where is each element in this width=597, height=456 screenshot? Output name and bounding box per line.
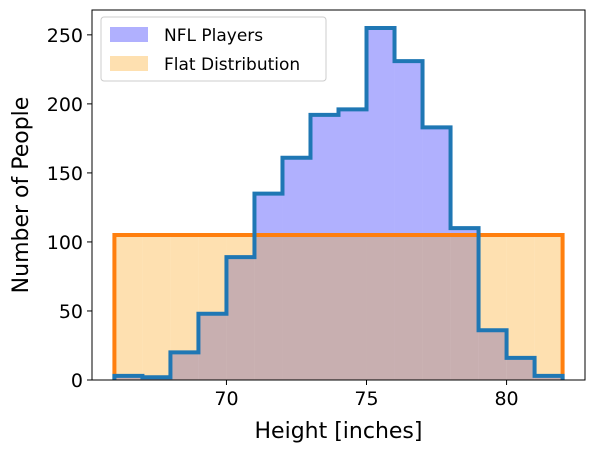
histogram-bar-upper — [254, 193, 283, 236]
histogram-bar-upper — [338, 109, 367, 236]
histogram-bar-upper — [114, 235, 143, 376]
y-axis-label: Number of People — [9, 97, 34, 294]
histogram-bar-upper — [198, 235, 227, 314]
legend-swatch-flat-distribution — [110, 56, 148, 71]
histogram-bar-upper — [226, 235, 255, 258]
histogram-step-outlines — [112, 25, 565, 380]
histogram-fills — [114, 27, 563, 380]
histogram-bar-overlap — [254, 235, 283, 380]
histogram-bar-upper — [366, 27, 395, 236]
y-tick-label: 150 — [47, 163, 83, 185]
legend-label-flat-distribution: Flat Distribution — [164, 55, 300, 75]
histogram-bar-upper — [142, 235, 171, 378]
flat-distribution-step-line — [112, 233, 565, 380]
histogram-bar-upper — [310, 114, 339, 236]
histogram-bar-upper — [534, 235, 563, 376]
histogram-bar-overlap — [226, 257, 255, 380]
histogram-bar-upper — [282, 157, 311, 236]
legend-label-nfl-players: NFL Players — [164, 26, 263, 46]
y-tick-label: 250 — [47, 25, 83, 47]
histogram-bar-overlap — [114, 375, 143, 380]
y-tick-label: 50 — [59, 301, 83, 323]
histogram-bar-overlap — [394, 235, 423, 380]
nfl-players-step-line — [112, 25, 565, 380]
histogram-bar-upper — [506, 235, 535, 358]
y-tick-label: 200 — [47, 94, 83, 116]
histogram-bar-upper — [170, 235, 199, 353]
histogram-bar-upper — [450, 228, 479, 236]
x-tick-label: 75 — [354, 388, 378, 410]
legend-box — [100, 16, 327, 82]
histogram-bar-overlap — [450, 235, 479, 380]
histogram-bar-overlap — [338, 235, 367, 380]
histogram-bar-overlap — [534, 375, 563, 380]
histogram-bar-overlap — [366, 235, 395, 380]
histogram-bar-overlap — [170, 352, 199, 380]
histogram-bar-upper — [422, 127, 451, 236]
x-tick-label: 70 — [214, 388, 238, 410]
histogram-bar-upper — [394, 61, 423, 236]
axis-ticks: 70 75 80 0 50 100 150 200 250 — [47, 25, 519, 410]
histogram-bar-overlap — [506, 357, 535, 380]
histogram-bar-overlap — [282, 235, 311, 380]
histogram-bar-overlap — [198, 313, 227, 380]
y-tick-label: 0 — [71, 370, 83, 392]
y-tick-label: 100 — [47, 232, 83, 254]
legend: NFL Players Flat Distribution — [100, 16, 327, 82]
histogram-bar-overlap — [310, 235, 339, 380]
histogram-bar-overlap — [422, 235, 451, 380]
histogram-bar-overlap — [478, 330, 507, 380]
histogram-bar-upper — [478, 235, 507, 331]
x-tick-label: 80 — [494, 388, 518, 410]
legend-swatch-nfl-players — [110, 27, 148, 42]
x-axis-label: Height [inches] — [255, 419, 423, 444]
plot-frame — [91, 9, 586, 381]
